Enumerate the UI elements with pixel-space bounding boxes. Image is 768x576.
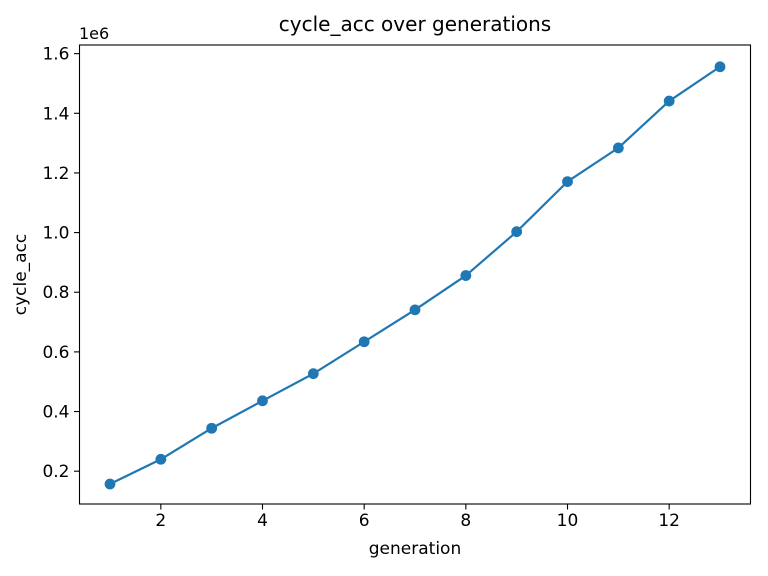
data-point: [612, 142, 624, 154]
data-point: [104, 478, 116, 490]
data-point: [511, 226, 523, 238]
data-point: [155, 453, 167, 465]
x-tick-label: 12: [658, 511, 680, 531]
data-point: [206, 422, 218, 434]
data-point: [358, 336, 370, 348]
data-point: [257, 395, 268, 407]
y-tick-label: 1.0: [42, 224, 69, 244]
data-line: [108, 65, 722, 486]
plot-spines: [78, 44, 752, 505]
y-tick-label: 1.6: [42, 45, 69, 65]
data-point: [409, 304, 421, 316]
y-tick-label: 0.8: [42, 283, 69, 303]
y-axis-label: cycle_acc: [11, 234, 31, 316]
y-tick-label: 1.2: [42, 164, 69, 184]
data-point: [460, 270, 472, 281]
x-tick-label: 6: [359, 511, 370, 531]
x-tick-label: 10: [557, 511, 579, 531]
chart-title: cycle_acc over generations: [279, 12, 551, 36]
x-tick-label: 2: [155, 511, 166, 531]
y-tick-label: 0.6: [42, 343, 69, 363]
data-point: [307, 368, 319, 380]
data-point: [714, 61, 726, 73]
y-axis-ticks: 0.2 0.4 0.6 0.8 1.0 1.2 1.4 1.6: [42, 45, 80, 482]
y-tick-label: 0.4: [42, 403, 69, 423]
x-tick-label: 4: [257, 511, 268, 531]
y-tick-label: 0.2: [42, 462, 69, 482]
x-tick-label: 8: [460, 511, 471, 531]
y-tick-label: 1.4: [42, 104, 69, 124]
data-series: [104, 61, 726, 490]
y-axis-offset-label: 1e6: [79, 24, 109, 43]
data-point: [663, 95, 675, 107]
x-axis-ticks: 2 4 6 8 10 12: [155, 504, 680, 531]
data-point: [562, 176, 573, 187]
x-axis-label: generation: [369, 539, 461, 559]
